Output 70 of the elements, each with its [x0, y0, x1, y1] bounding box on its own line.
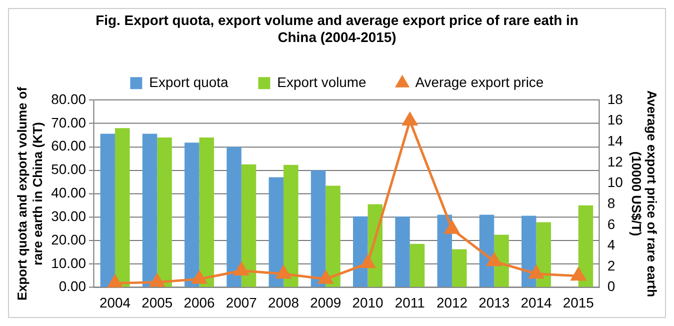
y2-tick-label: 14	[607, 132, 624, 148]
point	[192, 270, 207, 284]
legend-label: Export quota	[149, 74, 229, 90]
x-tick-label: 2010	[352, 294, 384, 311]
point	[234, 262, 249, 276]
y2-tick-label: 4	[607, 236, 616, 253]
y-tick-label: 20.00	[51, 231, 86, 248]
x-tick-label: 2015	[562, 294, 594, 311]
legend-label: Average export price	[415, 74, 544, 90]
point	[276, 266, 291, 279]
x-tick-label: 2013	[478, 294, 510, 311]
y-tick-label: 70.00	[51, 114, 86, 130]
y2-tick-label: 18	[607, 90, 624, 107]
bar	[157, 137, 172, 287]
point	[108, 275, 122, 288]
bar	[522, 216, 536, 287]
bar	[241, 164, 256, 287]
bar	[536, 222, 551, 287]
bar	[326, 186, 340, 287]
point	[360, 255, 376, 268]
y-tick-label: 10.00	[51, 254, 86, 271]
point	[571, 268, 586, 281]
y2-tick-label: 10	[607, 174, 624, 190]
y2-tick-label: 2	[607, 257, 616, 274]
bar	[268, 177, 284, 287]
bar	[184, 142, 200, 287]
y-axis-title: Export quota and export volume of rare earth in China (KT)	[14, 86, 45, 300]
point	[486, 253, 502, 266]
chart-title: Fig. Export quota, export volume and average export price of rare eath in China (2004-2015)	[96, 12, 578, 45]
bar	[310, 170, 326, 287]
bar	[437, 214, 452, 287]
point	[318, 270, 333, 284]
x-tick-label: 2009	[310, 294, 342, 311]
bar	[199, 137, 214, 287]
bar	[115, 128, 130, 287]
x-tick-label: 2008	[268, 294, 300, 311]
bar	[395, 216, 410, 287]
y2-tick-label: 12	[607, 153, 624, 170]
x-tick-label: 2012	[436, 294, 468, 311]
point	[402, 112, 418, 126]
y-tick-label: 30.00	[51, 208, 86, 224]
x-tick-label: 2007	[226, 294, 258, 311]
bar	[226, 146, 242, 287]
legend-label: Export volume	[277, 74, 367, 90]
x-tick-label: 2011	[394, 294, 426, 311]
y2-tick-label: 6	[607, 216, 616, 232]
y-tick-label: 80.00	[51, 90, 86, 107]
bar	[452, 249, 467, 287]
x-tick-label: 2006	[184, 294, 216, 311]
point	[444, 220, 460, 234]
bar	[142, 134, 158, 287]
x-tick-label: 2004	[100, 294, 131, 311]
bar	[284, 164, 298, 287]
y2-tick-label: 0	[607, 278, 616, 294]
point	[528, 266, 544, 279]
bar	[479, 214, 494, 287]
y2-axis-title: Average export price of rare earth (10000 US$/T)	[629, 90, 660, 298]
y2-tick-label: 8	[607, 194, 616, 211]
bar	[578, 205, 594, 287]
bar	[100, 134, 116, 287]
bar	[353, 216, 368, 287]
y-tick-label: 0.00	[58, 278, 86, 294]
y-tick-label: 60.00	[51, 138, 86, 154]
x-tick-label: 2005	[142, 294, 173, 311]
bar	[410, 244, 425, 287]
y2-tick-label: 16	[607, 112, 624, 128]
y-tick-label: 40.00	[51, 184, 86, 201]
y-tick-label: 50.00	[51, 161, 86, 178]
x-tick-label: 2014	[520, 294, 552, 311]
point	[150, 274, 164, 287]
